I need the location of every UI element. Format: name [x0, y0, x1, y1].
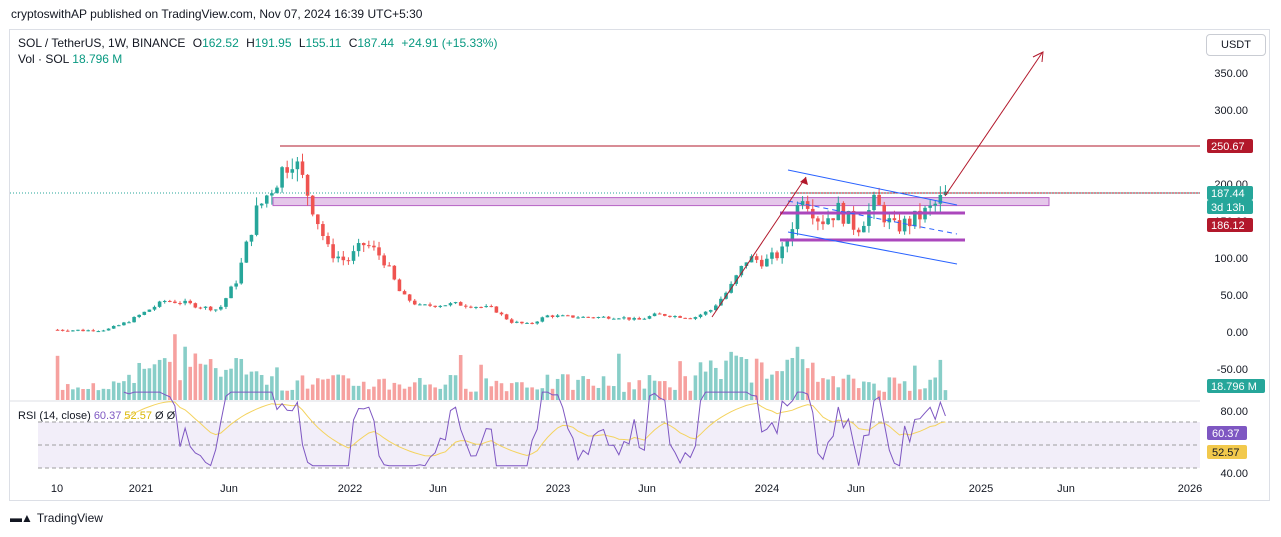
tradingview-logo-icon: ▬▲	[10, 511, 33, 525]
symbol-legend: SOL / TetherUS, 1W, BINANCE O162.52 H191…	[18, 36, 501, 50]
chart-frame	[9, 29, 1270, 501]
symbol-title[interactable]: SOL / TetherUS, 1W, BINANCE	[18, 36, 186, 50]
ohlc-o-value: 162.52	[202, 36, 239, 50]
ohlc-l-value: 155.11	[305, 36, 342, 50]
footer-brand: TradingView	[36, 511, 103, 525]
ohlc-o-label: O	[192, 36, 203, 50]
rsi-label[interactable]: RSI (14, close)	[18, 410, 91, 422]
footer-branding[interactable]: ▬▲ TradingView	[10, 511, 103, 525]
rsi-extra-2: Ø	[166, 410, 176, 422]
volume-label[interactable]: Vol · SOL	[18, 52, 69, 66]
ohlc-c-label: C	[348, 36, 358, 50]
ohlc-h-value: 191.95	[254, 36, 292, 50]
ohlc-c-value: 187.44	[357, 36, 395, 50]
volume-legend: Vol · SOL 18.796 M	[18, 52, 122, 66]
ohlc-l-label: L	[298, 36, 306, 50]
rsi-legend: RSI (14, close) 60.37 52.57 Ø Ø	[18, 410, 175, 422]
volume-value: 18.796 M	[72, 52, 123, 66]
publisher-header: cryptoswithAP published on TradingView.c…	[11, 7, 423, 21]
rsi-ma-value: 52.57	[124, 410, 152, 422]
price-change: +24.91 (+15.33%)	[401, 36, 498, 50]
rsi-extra-1: Ø	[155, 410, 164, 422]
currency-button[interactable]: USDT	[1206, 34, 1266, 56]
rsi-value: 60.37	[93, 410, 122, 422]
ohlc-h-label: H	[246, 36, 255, 50]
